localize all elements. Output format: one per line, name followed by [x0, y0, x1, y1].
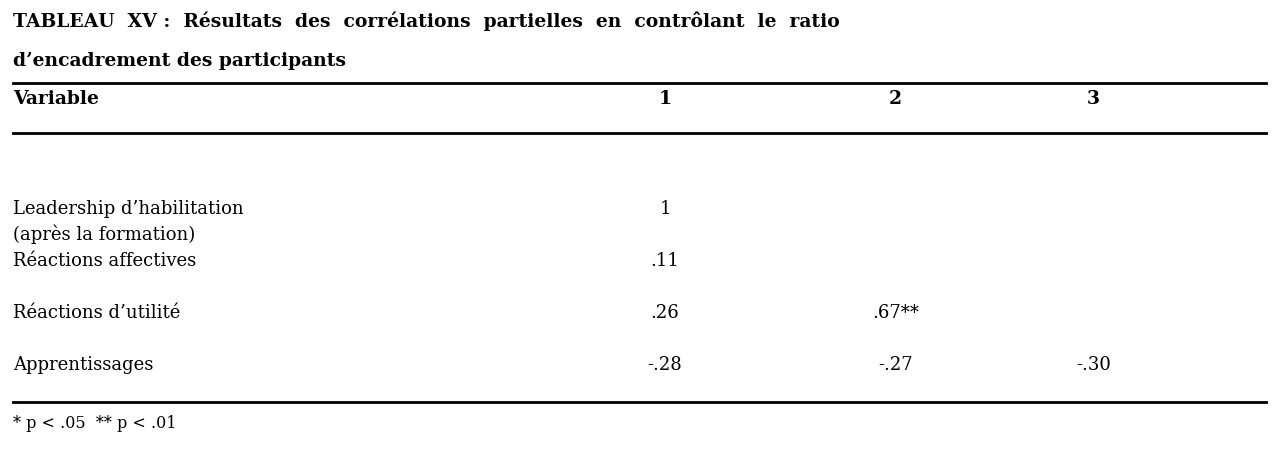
Text: 1: 1 — [659, 91, 671, 108]
Text: .11: .11 — [651, 252, 679, 270]
Text: Réactions affectives: Réactions affectives — [13, 252, 196, 270]
Text: -.27: -.27 — [877, 356, 913, 374]
Text: .26: .26 — [651, 304, 679, 322]
Text: .67**: .67** — [872, 304, 918, 322]
Text: Apprentissages: Apprentissages — [13, 356, 153, 374]
Text: * p < .05  ** p < .01: * p < .05 ** p < .01 — [13, 415, 177, 432]
Text: 2: 2 — [889, 91, 902, 108]
Text: 3: 3 — [1087, 91, 1100, 108]
Text: TABLEAU  XV :  Résultats  des  corrélations  partielles  en  contrôlant  le  rat: TABLEAU XV : Résultats des corrélations … — [13, 12, 839, 31]
Text: -.28: -.28 — [647, 356, 683, 374]
Text: Réactions d’utilité: Réactions d’utilité — [13, 304, 180, 322]
Text: -.30: -.30 — [1076, 356, 1111, 374]
Text: Leadership d’habilitation
(après la formation): Leadership d’habilitation (après la form… — [13, 200, 243, 244]
Text: 1: 1 — [660, 200, 670, 218]
Text: Variable: Variable — [13, 91, 98, 108]
Text: d’encadrement des participants: d’encadrement des participants — [13, 52, 345, 70]
